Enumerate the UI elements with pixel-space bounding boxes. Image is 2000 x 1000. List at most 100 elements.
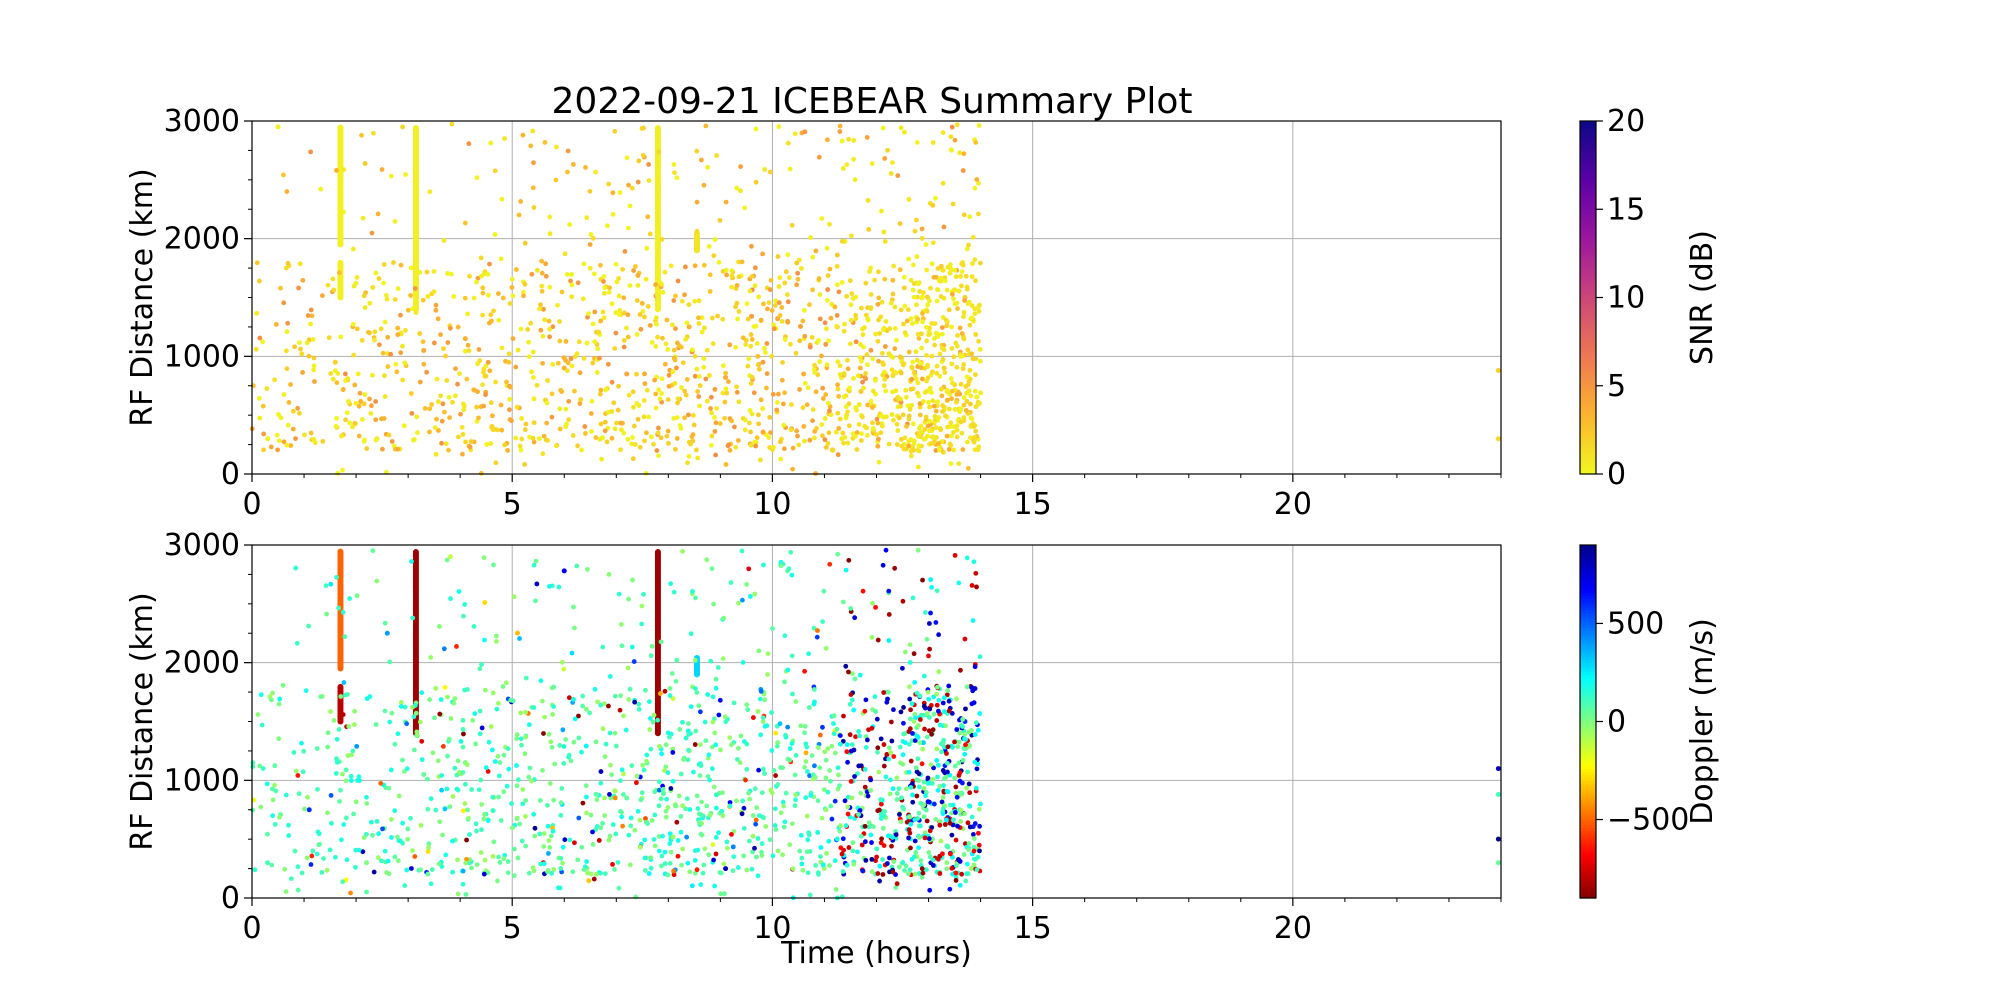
data-point [597,436,603,442]
colorbar-segment [1580,759,1596,764]
data-point [272,763,278,769]
colorbar-segment [1580,892,1596,896]
data-point [696,703,702,709]
data-point [460,881,466,887]
data-point [886,756,892,762]
data-point [744,581,750,587]
colorbar-segment [1580,692,1596,696]
data-point [325,810,330,816]
data-point [938,838,944,844]
data-point [772,806,778,812]
data-point [686,412,691,418]
data-point [874,716,880,722]
data-point [863,697,869,703]
data-point [583,164,588,170]
data-point [961,212,967,218]
data-point [438,697,444,702]
data-point [827,768,833,773]
data-point [749,866,755,872]
data-point [807,773,812,779]
data-point [460,770,466,775]
data-point [286,833,292,838]
data-point [415,733,420,739]
data-point [974,394,980,400]
data-point [833,429,839,435]
data-point [517,821,523,827]
data-point [921,290,926,296]
data-point [897,812,902,817]
data-point [958,807,964,813]
data-point [640,152,646,158]
streak-point [654,125,661,132]
colorbar-segment [1580,618,1596,623]
data-point [801,424,807,429]
data-point [963,706,968,712]
data-point [353,864,358,870]
data-point [598,769,604,774]
data-point [908,785,914,790]
data-point [433,307,439,313]
data-point [755,362,761,368]
data-point [561,365,567,371]
data-point [967,743,972,749]
data-point [818,845,824,850]
data-point [580,800,586,806]
data-point [374,818,380,824]
data-point [922,427,928,432]
colorbar-segment [1580,123,1596,128]
data-point [785,724,791,730]
data-point [741,739,747,744]
data-point [708,394,714,400]
colorbar-tick-label: 10 [1607,281,1645,316]
data-point [712,237,718,242]
data-point [427,697,433,702]
data-point [507,417,513,422]
data-point [646,699,652,705]
data-point [483,373,489,379]
data-point [900,598,906,604]
data-point [961,309,967,315]
data-point [510,293,516,299]
y-tick-label: 3000 [164,528,240,563]
data-point [395,325,401,331]
data-point [482,687,488,693]
colorbar-segment [1580,185,1596,190]
data-point [576,815,582,821]
data-point [564,272,570,277]
data-point [522,427,528,433]
snr-streaks [337,124,700,313]
data-point [914,690,920,696]
colorbar-segment [1580,391,1596,396]
data-point [256,395,262,401]
data-point [427,189,433,195]
data-point [886,612,892,617]
data-point [834,324,840,329]
data-point [742,417,748,423]
data-point [512,846,517,852]
data-point [772,823,778,828]
colorbar-segment [1580,742,1596,746]
data-point [920,311,925,316]
data-point [334,759,340,765]
data-point [767,414,773,420]
data-point [490,690,496,696]
data-point [959,261,965,267]
data-point [651,837,657,842]
data-point [773,773,779,778]
data-point [471,387,477,393]
colorbar-segment [1580,668,1596,673]
data-point [335,470,341,476]
colorbar-segment [1580,332,1596,337]
data-point [343,778,349,784]
data-point [901,720,906,726]
data-point [821,588,827,594]
colorbar-segment [1580,232,1596,237]
data-point [431,268,437,274]
data-point [549,391,555,397]
data-point [722,399,728,405]
colorbar-segment [1580,444,1596,449]
data-point [276,438,282,444]
data-point [881,763,887,769]
data-point [601,279,606,284]
colorbar-segment [1580,150,1596,154]
